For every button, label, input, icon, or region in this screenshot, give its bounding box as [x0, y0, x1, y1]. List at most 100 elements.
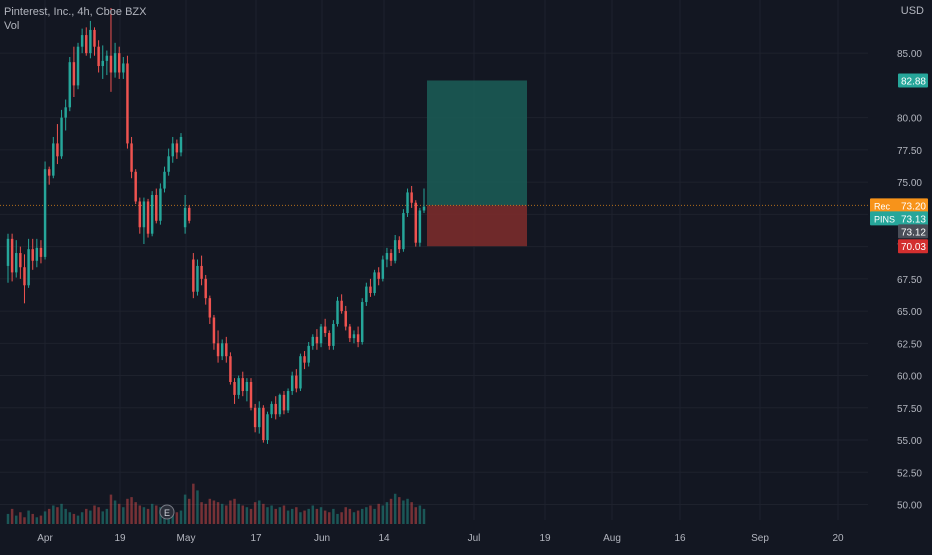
volume-bar: [35, 517, 39, 524]
candle-body: [89, 29, 92, 54]
price-tag-value: 73.12: [901, 227, 926, 238]
candle-body: [105, 55, 109, 61]
candle-body: [340, 300, 343, 312]
volume-bar: [290, 508, 294, 524]
volume-bar: [315, 508, 319, 524]
candle-body: [389, 253, 393, 261]
x-tick-label: 17: [250, 533, 262, 544]
volume-bar: [196, 490, 199, 524]
candle-body: [398, 240, 401, 250]
candle-body: [369, 286, 372, 294]
volume-bar: [183, 494, 187, 524]
price-tag: [898, 73, 928, 88]
volume-bar: [155, 505, 158, 524]
candle-body: [319, 326, 323, 344]
earnings-marker-icon: [159, 504, 175, 520]
x-tick-label: Apr: [37, 533, 53, 544]
volume-bar: [204, 503, 207, 524]
volume-bar: [47, 508, 51, 524]
volume-bar: [282, 505, 286, 524]
volume-bar: [410, 502, 413, 524]
candle-body: [163, 171, 166, 189]
volume-bar: [105, 508, 109, 524]
volume-bar: [208, 498, 212, 524]
volume-bar: [56, 507, 59, 524]
candle-body: [138, 201, 142, 228]
volume-bar: [6, 513, 10, 524]
y-tick-label: 80.00: [897, 114, 922, 125]
candle-body: [365, 286, 368, 303]
x-tick-label: 19: [114, 533, 126, 544]
volume-bar: [117, 503, 121, 524]
candle-body: [93, 29, 96, 47]
volume-bar: [192, 483, 195, 524]
candle-body: [393, 240, 397, 261]
candle-body: [229, 356, 232, 383]
candle-body: [402, 213, 405, 250]
candle-body: [278, 394, 282, 415]
candle-body: [39, 247, 43, 257]
x-tick-label: Jul: [468, 533, 481, 544]
candle-body: [332, 323, 335, 346]
candle-body: [282, 394, 286, 411]
candle-body: [200, 265, 203, 279]
candle-body: [134, 171, 137, 202]
x-tick-label: 19: [539, 533, 551, 544]
candle-body: [323, 326, 327, 333]
candle-body: [418, 210, 422, 243]
candle-body: [150, 195, 154, 234]
volume-bar: [328, 512, 331, 524]
volume-bar: [422, 508, 426, 524]
volume-bar: [85, 508, 88, 524]
volume-indicator-label[interactable]: Vol: [4, 20, 20, 32]
candle-body: [311, 336, 315, 346]
candle-body: [377, 272, 380, 279]
price-tag-name: Rec: [874, 201, 891, 211]
candle-body: [31, 249, 34, 261]
volume-bar: [80, 512, 84, 524]
volume-bar: [138, 505, 142, 524]
volume-bar: [402, 500, 405, 524]
price-tag: [870, 211, 928, 226]
volume-bar: [414, 507, 417, 524]
profit-zone: [427, 80, 527, 206]
volume-bar: [19, 512, 22, 524]
candle-body: [373, 272, 376, 294]
volume-bar: [225, 505, 228, 524]
volume-bar: [258, 500, 261, 524]
candle-body: [10, 238, 14, 273]
volume-bar: [262, 503, 265, 524]
volume-bar: [336, 513, 339, 524]
price-tag: [870, 198, 928, 213]
candle-body: [258, 407, 261, 428]
volume-bar: [229, 500, 232, 524]
volume-bar: [171, 511, 174, 524]
candle-body: [146, 201, 150, 234]
price-tag-name: PINS: [874, 214, 895, 224]
candle-body: [212, 317, 216, 344]
candle-body: [253, 407, 257, 428]
volume-bar: [307, 508, 310, 524]
x-tick-label: Jun: [314, 533, 330, 544]
volume-bar: [319, 507, 323, 524]
volume-bar: [299, 512, 302, 524]
candle-body: [360, 302, 364, 343]
candle-body: [208, 298, 212, 318]
candle-body: [19, 253, 22, 268]
volume-bar: [97, 507, 100, 524]
price-tag-value: 73.13: [901, 214, 926, 225]
volume-bar: [113, 500, 117, 524]
volume-bar: [130, 497, 133, 524]
volume-bar: [200, 502, 203, 524]
x-tick-label: May: [177, 533, 196, 544]
currency-label[interactable]: USD: [900, 5, 924, 17]
candle-body: [336, 300, 339, 324]
candle-body: [43, 169, 47, 257]
y-tick-label: 77.50: [897, 146, 922, 157]
candle-body: [410, 192, 413, 203]
volume-bar: [303, 510, 306, 524]
volume-bar: [381, 505, 385, 524]
volume-bar: [278, 507, 282, 524]
